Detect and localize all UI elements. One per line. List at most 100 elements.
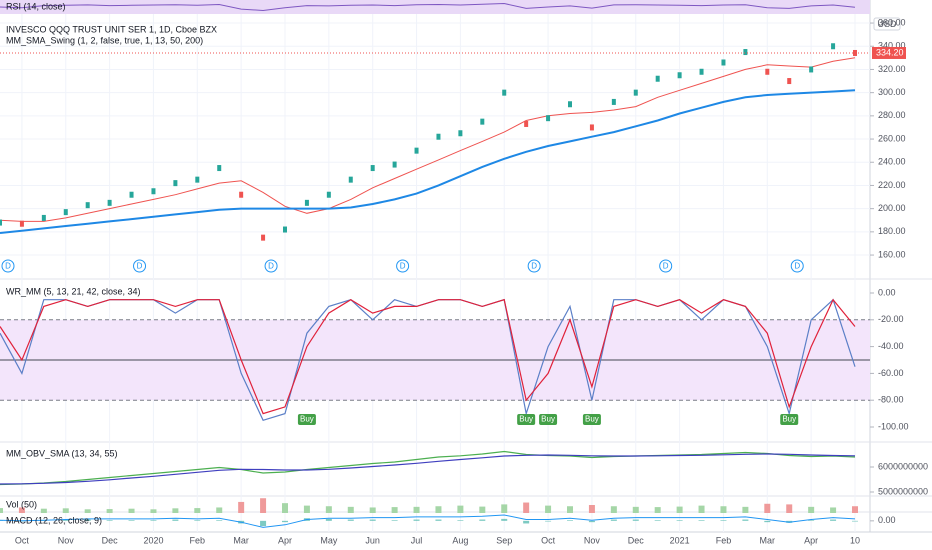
dividend-marker [133, 259, 147, 273]
y-tick-label: 280.00 [878, 110, 906, 120]
candle [370, 165, 375, 172]
candle [19, 220, 24, 227]
volume-bar [172, 508, 179, 513]
x-tick-label: Feb [190, 535, 206, 545]
macd-bar [282, 520, 288, 523]
x-tick-label: 10 [850, 535, 860, 545]
candle [414, 147, 419, 154]
candle [326, 191, 331, 198]
x-tick-label: 2021 [670, 535, 690, 545]
dividend-label: D [137, 262, 143, 271]
volume-bar [391, 507, 398, 513]
macd-bar [610, 519, 617, 521]
obv-line [0, 450, 856, 486]
y-tick-label: -20.00 [878, 314, 904, 324]
dividend-label: D [400, 262, 406, 271]
volume-bar [282, 503, 288, 513]
volume-bar [106, 509, 113, 513]
currency[interactable]: USD [877, 19, 897, 29]
dividend-label: D [531, 262, 537, 271]
signal-label: Buy [519, 415, 533, 424]
macd-bar [523, 520, 530, 524]
macd-bar [260, 520, 267, 527]
volume-bar [808, 506, 815, 513]
last-price-box [872, 46, 906, 59]
macd-bar [106, 520, 113, 521]
candle [480, 118, 485, 125]
candle [655, 75, 660, 82]
rsi-title: RSI (14, close) [6, 1, 66, 11]
volume-bar [216, 507, 223, 513]
volume-bar [720, 506, 727, 513]
candle [63, 209, 68, 216]
y-tick-label: -60.00 [878, 368, 904, 378]
y-tick-label: 300.00 [878, 87, 906, 97]
candle [436, 133, 441, 140]
macd-bar [347, 519, 354, 521]
candle [546, 115, 551, 122]
candle [809, 66, 814, 73]
last-price-label: 334.20 [876, 47, 904, 57]
macd-bar [391, 520, 398, 521]
signal-label: Buy [782, 415, 796, 424]
y-tick-label: 320.00 [878, 64, 906, 74]
y-tick-label: 340.00 [878, 41, 906, 51]
candle [217, 165, 222, 172]
volume-bar [194, 508, 201, 513]
wr-line [0, 298, 856, 415]
macd-bar [435, 519, 442, 521]
macd-bar [150, 520, 157, 521]
volume-bar [545, 505, 552, 513]
macd-bar [632, 519, 639, 521]
obv-line [0, 453, 856, 485]
macd-bar [588, 520, 595, 523]
candle [633, 89, 638, 96]
volume-bar [303, 505, 310, 513]
volume-bar [676, 506, 683, 513]
signal-label: Buy [541, 415, 555, 424]
y-tick-label: 5000000000 [878, 486, 928, 496]
dividend-marker [659, 259, 673, 273]
volume-bar [435, 506, 442, 513]
dividend-label: D [663, 262, 669, 271]
x-tick-label: Feb [716, 535, 732, 545]
candle [677, 72, 682, 79]
volume-bar [150, 509, 157, 513]
y-tick-label: 240.00 [878, 157, 906, 167]
macd-bar [852, 520, 858, 522]
volume-bar [62, 508, 69, 513]
macd-bar [369, 519, 376, 521]
obv-title: MM_OBV_SMA (13, 34, 55) [6, 448, 118, 458]
macd-bar [128, 520, 135, 521]
candle [85, 202, 90, 209]
x-tick-label: Apr [804, 535, 818, 545]
currency-box[interactable] [873, 17, 901, 31]
candle [392, 161, 397, 168]
candle [129, 191, 134, 198]
volume-bar [325, 506, 332, 513]
candle [283, 226, 287, 233]
y-tick-label: 260.00 [878, 133, 906, 143]
candle [458, 130, 463, 137]
x-tick-label: Apr [278, 535, 292, 545]
candle [239, 191, 244, 198]
y-tick-label: -40.00 [878, 341, 904, 351]
candle [261, 234, 266, 241]
volume-bar [501, 504, 508, 513]
volume-bar [457, 505, 464, 513]
y-tick-label: -80.00 [878, 395, 904, 405]
macd-bar [457, 520, 464, 521]
candle [107, 199, 112, 206]
signal-badge [517, 414, 536, 425]
volume-bar [654, 507, 661, 513]
candle [611, 98, 616, 105]
x-tick-label: Mar [760, 535, 776, 545]
dividend-marker [264, 259, 278, 273]
macd-bar [764, 520, 771, 523]
candle [699, 68, 704, 75]
x-tick-label: Mar [233, 535, 249, 545]
volume-bar [742, 506, 749, 513]
macd-bar [808, 520, 815, 521]
candle [765, 68, 770, 75]
symbol-title: INVESCO QQQ TRUST UNIT SER 1, 1D, Cboe B… [6, 24, 217, 34]
